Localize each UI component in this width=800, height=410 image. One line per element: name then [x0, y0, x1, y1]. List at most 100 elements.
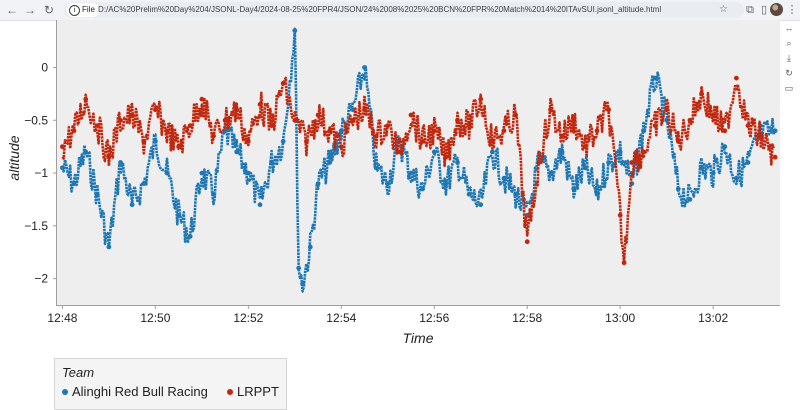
data-point — [327, 160, 333, 165]
data-point — [466, 123, 472, 128]
legend-item-alinghi[interactable]: Alinghi Red Bull Racing — [62, 384, 208, 399]
data-point — [280, 80, 286, 86]
data-point — [490, 149, 495, 155]
info-icon: i — [69, 4, 80, 16]
data-point — [629, 160, 635, 165]
data-point — [257, 202, 263, 208]
data-point — [675, 186, 681, 192]
series-trace — [61, 27, 776, 293]
x-axis-label: Time — [403, 330, 434, 346]
legend: Team Alinghi Red Bull Racing LRPPT — [54, 358, 287, 410]
data-point — [455, 160, 460, 165]
data-point — [548, 170, 553, 176]
data-point — [60, 144, 65, 150]
data-point — [617, 149, 623, 155]
plot-area[interactable] — [56, 20, 780, 306]
data-point — [710, 112, 716, 118]
profile-avatar[interactable] — [770, 3, 783, 16]
extensions-icon[interactable]: ⧉ — [746, 4, 754, 16]
x-tick-label: 12:48 — [47, 311, 77, 325]
data-point — [757, 133, 762, 139]
legend-label-alinghi: Alinghi Red Bull Racing — [72, 384, 208, 399]
data-point — [211, 191, 216, 197]
x-tick-label: 13:00 — [605, 311, 635, 325]
legend-marker-alinghi — [62, 388, 68, 395]
data-point — [652, 123, 658, 128]
data-point — [307, 244, 313, 250]
data-point — [617, 212, 623, 218]
browser-toolbar: ← → ↻ i File D:/AC%20Prelim%20Day%204/JS… — [0, 0, 800, 21]
data-point — [478, 96, 484, 102]
data-point — [734, 175, 739, 181]
x-tick-label: 12:52 — [233, 311, 263, 325]
star-icon[interactable]: ☆ — [719, 4, 728, 15]
data-point — [443, 154, 449, 160]
data-point — [211, 133, 216, 139]
data-point — [490, 139, 495, 144]
data-point — [362, 107, 367, 113]
data-point — [641, 149, 646, 155]
data-point — [513, 112, 518, 118]
save-icon[interactable]: ⤓ — [787, 53, 791, 63]
data-point — [582, 144, 588, 150]
pan-icon[interactable]: ↔ — [784, 23, 794, 33]
data-point — [722, 128, 728, 134]
data-point — [296, 265, 302, 271]
data-point — [222, 117, 228, 123]
data-point — [501, 128, 507, 134]
back-arrow-icon[interactable]: ← — [6, 3, 18, 17]
data-point — [431, 128, 437, 134]
url-text[interactable]: D:/AC%20Prelim%20Day%204/JSONL-Day4/2024… — [98, 5, 662, 14]
sidepanel-icon[interactable]: ▯ — [760, 4, 768, 16]
data-point — [280, 139, 286, 144]
data-point — [234, 107, 240, 113]
menu-icon[interactable]: ⋮ — [786, 4, 798, 16]
y-tick-label: 0 — [41, 61, 48, 75]
data-point — [478, 202, 484, 208]
data-point — [199, 96, 205, 102]
reset-icon[interactable]: ↻ — [785, 68, 793, 78]
x-tick-label: 12:54 — [326, 311, 356, 325]
address-bar[interactable]: i File D:/AC%20Prelim%20Day%204/JSONL-Da… — [64, 2, 744, 18]
data-point — [338, 144, 344, 150]
data-point — [118, 160, 123, 165]
data-point — [153, 107, 158, 113]
data-point — [300, 281, 305, 287]
data-point — [710, 170, 716, 176]
box-zoom-icon[interactable]: ⌕ — [786, 38, 792, 48]
x-tick-label: 12:50 — [140, 311, 170, 325]
data-point — [315, 112, 321, 118]
x-tick-label: 12:58 — [512, 311, 542, 325]
data-point — [94, 123, 100, 128]
site-info-chip[interactable]: i File — [66, 3, 100, 17]
hover-icon[interactable]: ▭ — [784, 83, 794, 93]
data-point — [431, 149, 437, 155]
data-point — [408, 112, 414, 118]
data-point — [385, 123, 391, 128]
data-point — [187, 123, 193, 128]
data-point — [269, 160, 274, 165]
data-point — [559, 133, 565, 139]
data-point — [245, 139, 251, 144]
legend-title: Team — [62, 365, 95, 380]
data-point — [559, 149, 565, 155]
data-point — [257, 102, 263, 107]
data-point — [94, 191, 100, 197]
data-point — [745, 123, 751, 128]
legend-item-lrppt[interactable]: LRPPT — [227, 384, 279, 399]
reload-icon[interactable]: ↻ — [43, 3, 55, 17]
data-point — [524, 239, 530, 245]
data-point — [338, 128, 344, 134]
data-point — [129, 202, 135, 208]
data-point — [153, 139, 158, 144]
data-point — [83, 149, 89, 155]
data-point — [664, 107, 670, 113]
data-point — [420, 186, 425, 192]
data-point — [106, 244, 112, 250]
data-point — [106, 154, 112, 160]
data-point — [408, 170, 414, 176]
data-point — [722, 144, 728, 150]
data-point — [129, 112, 135, 118]
forward-arrow-icon[interactable]: → — [24, 3, 36, 17]
y-axis: 0 −0.5 −1 −1.5 −2 — [24, 61, 57, 286]
